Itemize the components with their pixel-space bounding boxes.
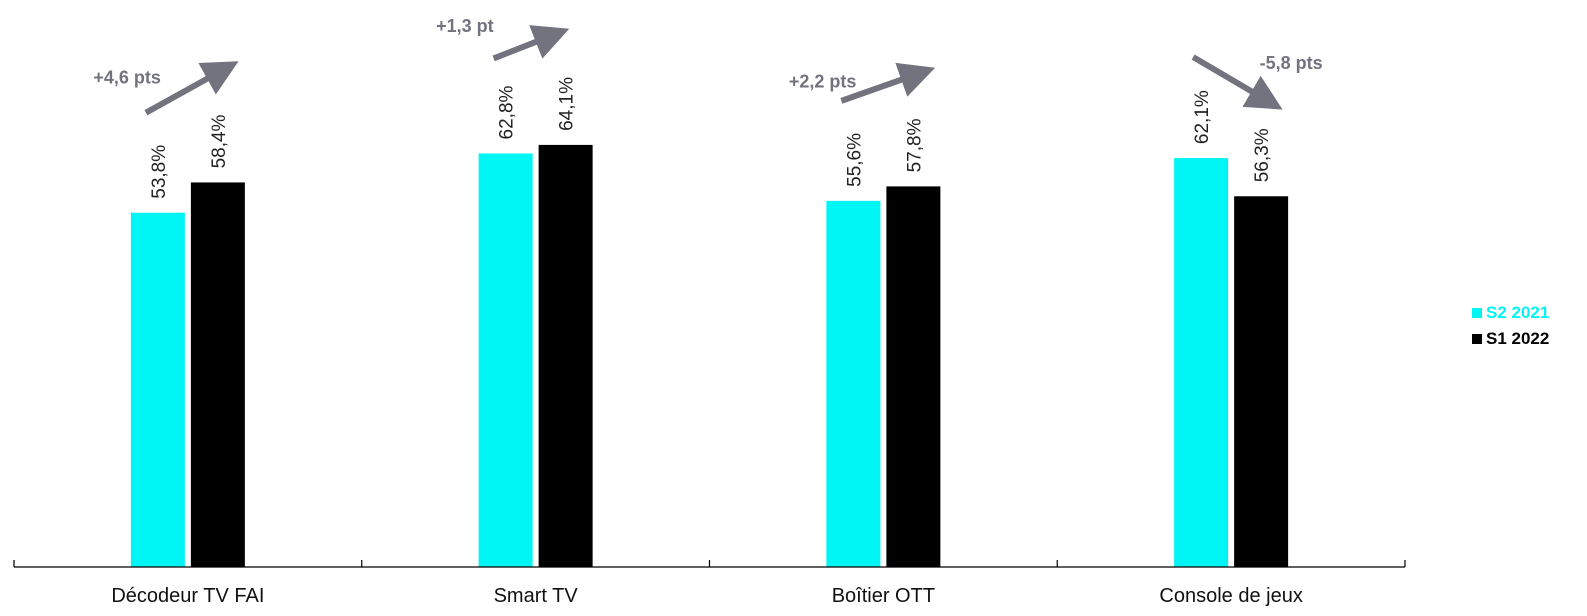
legend-swatch-s1-2022 [1472, 334, 1482, 344]
change-arrow-decodeur-tv-fai [144, 61, 239, 116]
change-label-boitier-ott: +2,2 pts [789, 71, 857, 91]
change-arrow-console-de-jeux [1191, 54, 1283, 110]
bar-s2-2021-boitier-ott [826, 200, 881, 567]
change-arrow-boitier-ott [840, 62, 936, 104]
bar-s1-2022-console-de-jeux [1234, 196, 1289, 567]
x-tick-label-console-de-jeux: Console de jeux [1159, 585, 1302, 607]
legend-swatch-s2-2021 [1472, 308, 1482, 318]
bar-s1-2022-boitier-ott [886, 186, 941, 567]
data-label-s1-2022-console-de-jeux: 56,3% [1252, 128, 1273, 182]
bar-s1-2022-smart-tv [538, 144, 593, 568]
legend-label-s2-2021: S2 2021 [1486, 303, 1550, 322]
data-label-s1-2022-smart-tv: 64,1% [557, 77, 578, 131]
data-label-s2-2021-smart-tv: 62,8% [497, 85, 518, 139]
x-tick-label-smart-tv: Smart TV [494, 585, 579, 607]
bar-s2-2021-smart-tv [478, 153, 533, 567]
data-label-s2-2021-decodeur-tv-fai: 53,8% [149, 145, 170, 199]
bar-s2-2021-console-de-jeux [1174, 158, 1229, 567]
data-label-s1-2022-boitier-ott: 57,8% [904, 118, 925, 172]
change-label-smart-tv: +1,3 pt [436, 16, 494, 36]
legend-label-s1-2022: S1 2022 [1486, 329, 1550, 348]
bar-s1-2022-decodeur-tv-fai [190, 182, 245, 567]
change-arrow-smart-tv [492, 25, 570, 62]
data-label-s1-2022-decodeur-tv-fai: 58,4% [209, 114, 230, 168]
legend-item-s1-2022: S1 2022 [1472, 326, 1549, 352]
data-label-s2-2021-console-de-jeux: 62,1% [1192, 90, 1213, 144]
legend-item-s2-2021: S2 2021 [1472, 300, 1549, 326]
change-label-console-de-jeux: -5,8 pts [1260, 53, 1323, 73]
x-tick-label-decodeur-tv-fai: Décodeur TV FAI [111, 585, 264, 607]
x-tick-label-boitier-ott: Boîtier OTT [832, 585, 935, 607]
data-label-s2-2021-boitier-ott: 55,6% [844, 133, 865, 187]
legend: S2 2021 S1 2022 [1472, 300, 1549, 352]
bar-s2-2021-decodeur-tv-fai [130, 212, 185, 568]
change-label-decodeur-tv-fai: +4,6 pts [93, 67, 161, 87]
